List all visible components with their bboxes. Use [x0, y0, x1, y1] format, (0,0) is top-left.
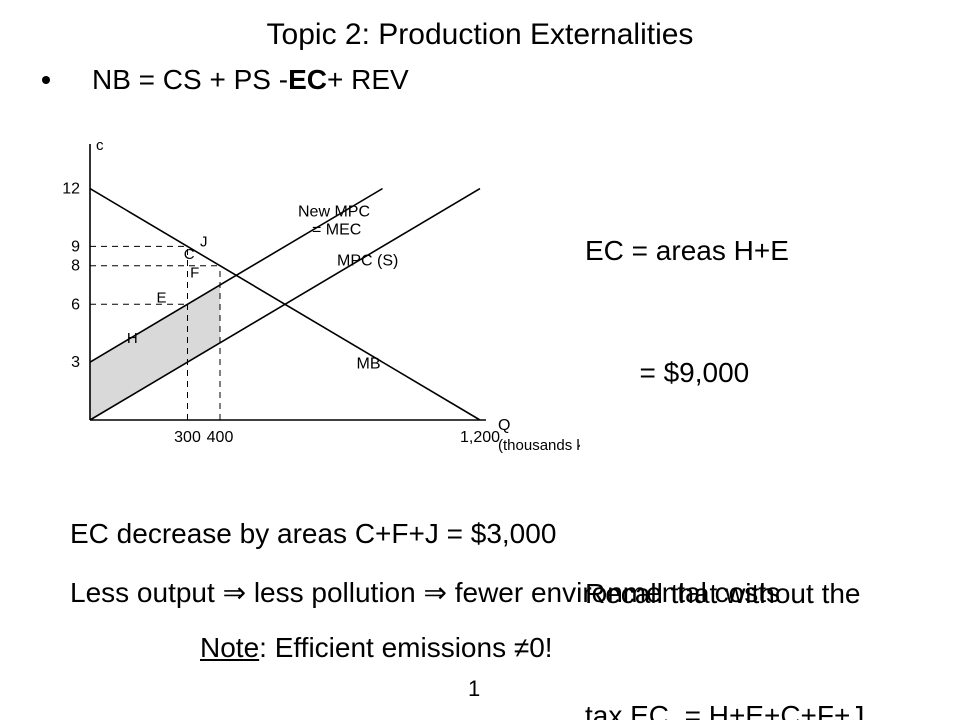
- eq-bold: EC: [288, 64, 327, 96]
- svg-text:8: 8: [71, 258, 80, 275]
- svg-text:C: C: [184, 246, 195, 263]
- equation-bullet: NB = CS + PS - EC + REV: [42, 64, 409, 96]
- note-label: Note: [200, 632, 259, 663]
- chart-svg: 12 9 8 6 3 300 400 1,200 c Q (thousands kwh) MB MPC …: [20, 130, 580, 480]
- body-line-1: EC decrease by areas C+F+J = $3,000: [70, 518, 556, 550]
- spacer: [585, 475, 864, 493]
- svg-text:J: J: [200, 233, 208, 250]
- eq-pre: NB = CS + PS -: [92, 64, 288, 96]
- eq-post: + REV: [327, 64, 409, 96]
- svg-text:Q: Q: [498, 417, 510, 434]
- body-line-2: Less output ⇒ less pollution ⇒ fewer env…: [70, 576, 780, 609]
- body2-post: fewer environmental costs: [455, 577, 780, 608]
- svg-text:400: 400: [207, 429, 234, 446]
- svg-text:12: 12: [62, 181, 80, 198]
- side-line-2: = $9,000: [585, 353, 864, 394]
- slide: { "title": "Topic 2: Production External…: [0, 0, 960, 720]
- page-number: 1: [468, 676, 480, 702]
- note-text: : Efficient emissions ≠0!: [259, 632, 552, 663]
- svg-text:E: E: [156, 289, 166, 306]
- svg-text:6: 6: [71, 296, 80, 313]
- svg-text:MB: MB: [357, 356, 381, 373]
- svg-text:3: 3: [71, 354, 80, 371]
- svg-text:c: c: [96, 137, 104, 154]
- svg-text:= MEC: = MEC: [312, 222, 361, 239]
- side-line-4: tax EC = H+E+C+F+J: [585, 696, 864, 720]
- svg-text:300: 300: [174, 429, 201, 446]
- svg-text:(thousands kwh): (thousands kwh): [498, 437, 580, 454]
- body2-pre: Less output: [70, 577, 223, 608]
- bullet-dot: [42, 76, 50, 84]
- body2-mid: less pollution: [254, 577, 424, 608]
- svg-text:9: 9: [71, 238, 80, 255]
- arrow-icon: ⇒: [223, 577, 246, 608]
- svg-text:F: F: [190, 264, 199, 281]
- svg-text:H: H: [127, 330, 138, 347]
- side-text-block: EC = areas H+E = $9,000 Recall that with…: [585, 150, 864, 720]
- svg-text:1,200: 1,200: [460, 429, 500, 446]
- page-title: Topic 2: Production Externalities: [0, 18, 960, 52]
- externalities-chart: 12 9 8 6 3 300 400 1,200 c Q (thousands kwh) MB MPC …: [20, 130, 580, 485]
- svg-text:New MPC: New MPC: [298, 204, 370, 221]
- arrow-icon: ⇒: [423, 577, 446, 608]
- note-line: Note: Efficient emissions ≠0!: [200, 632, 553, 664]
- side-line-1: EC = areas H+E: [585, 231, 864, 272]
- svg-text:MPC (S): MPC (S): [337, 252, 398, 269]
